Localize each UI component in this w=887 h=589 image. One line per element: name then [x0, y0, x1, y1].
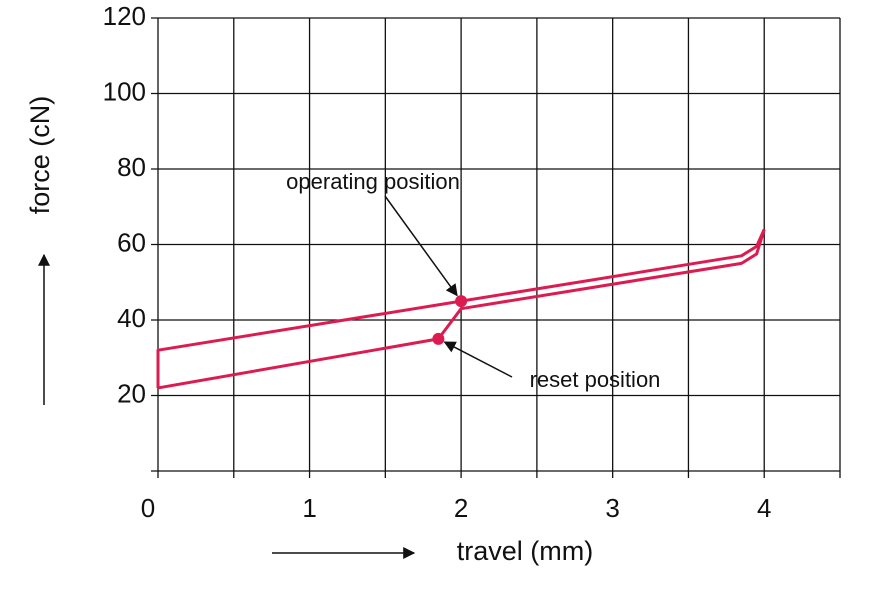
- marker-point: [432, 332, 445, 345]
- annotation-arrow: [443, 341, 513, 378]
- y-tick-label: 40: [117, 303, 146, 333]
- marker-point: [455, 295, 468, 308]
- x-tick-label: 1: [302, 493, 316, 523]
- x-tick-label: 3: [605, 493, 619, 523]
- x-tick-label: 4: [757, 493, 771, 523]
- y-tick-label: 20: [117, 378, 146, 408]
- annotation: reset position: [530, 367, 661, 392]
- y-tick-label: 60: [117, 227, 146, 257]
- y-axis-label: force (cN): [25, 96, 55, 215]
- y-tick-label: 80: [117, 152, 146, 182]
- y-tick-label: 100: [103, 76, 146, 106]
- annotation-arrow: [384, 195, 458, 297]
- x-axis-label: travel (mm): [457, 536, 594, 566]
- y-tick-label: 120: [103, 1, 146, 31]
- x-tick-label: 2: [454, 493, 468, 523]
- x-tick-label: 0: [141, 493, 155, 523]
- force-curve: [156, 228, 766, 388]
- force-curve: [157, 228, 766, 390]
- annotation: operating position: [286, 169, 460, 194]
